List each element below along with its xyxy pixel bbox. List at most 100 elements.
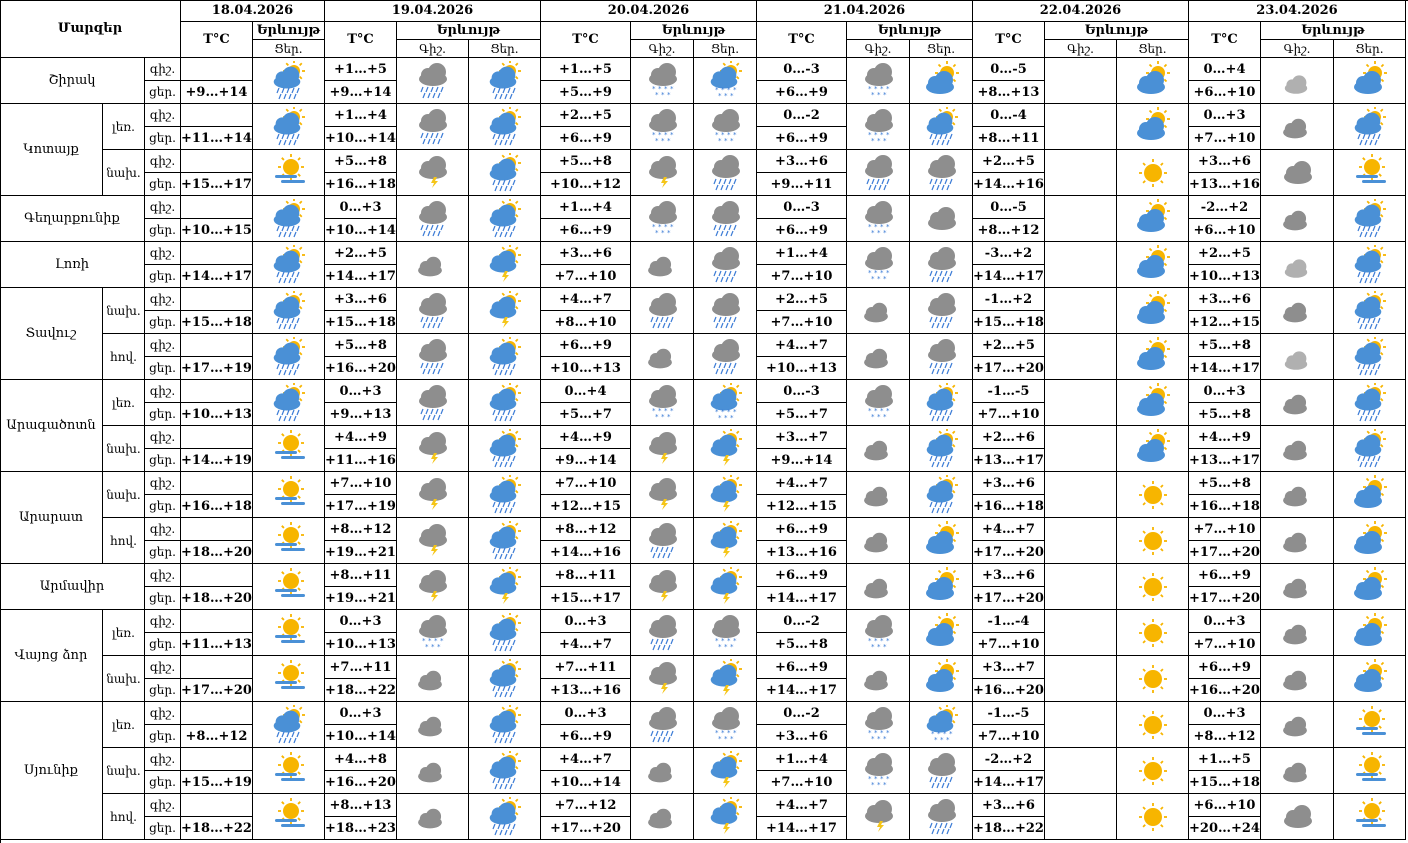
sun-cloud-rain-icon — [469, 58, 541, 104]
sun-cloud-rain-icon — [1334, 196, 1406, 242]
phenomenon-night-cell — [847, 380, 910, 426]
temp-value: +18…+22 — [181, 817, 253, 840]
phenomenon-day-cell — [1117, 58, 1189, 104]
cloud-snow-icon: * * * * * * * — [631, 380, 694, 426]
phenomenon-night-cell — [631, 426, 694, 472]
temp-value: +10…+13 — [325, 633, 397, 656]
temp-value: +15…+17 — [181, 173, 253, 196]
night-header: Գիշ. — [631, 40, 694, 58]
temp-value: +7…+11 — [325, 656, 397, 679]
temp-value: +1…+4 — [757, 242, 847, 265]
phenomenon-day-cell — [910, 242, 973, 288]
subregion-name: հով. — [103, 794, 145, 840]
phenomenon-day-cell — [1117, 196, 1189, 242]
temp-value: +4…+7 — [541, 288, 631, 311]
svg-text:*: * — [868, 269, 872, 277]
temp-value — [181, 426, 253, 449]
svg-text:*: * — [874, 637, 878, 645]
moon-icon — [1045, 610, 1117, 656]
phenomenon-day-cell — [469, 518, 541, 564]
region-name: Վայոց ձոր — [0, 610, 103, 702]
region-name: Սյունիք — [0, 702, 103, 840]
sun-cloud-rain-icon — [469, 380, 541, 426]
phenomenon-night-cell — [397, 702, 469, 748]
temp-value: +6…+9 — [757, 518, 847, 541]
svg-text:*: * — [874, 131, 878, 139]
svg-text:*: * — [721, 637, 725, 645]
temp-value: +6…+9 — [757, 127, 847, 150]
phenomenon-day-cell — [910, 380, 973, 426]
period-label: ցեր. — [145, 173, 181, 196]
phenomenon-night-cell — [1261, 702, 1334, 748]
temp-value: -1…-5 — [973, 702, 1045, 725]
region-name: Շիրակ — [0, 58, 145, 104]
cloud-rain-icon — [397, 58, 469, 104]
phenomenon-day-cell — [253, 656, 325, 702]
temp-value: +4…+9 — [325, 426, 397, 449]
svg-text:*: * — [721, 408, 725, 416]
sun-cloud-rain-icon — [469, 472, 541, 518]
temp-value — [181, 104, 253, 127]
temp-value: +8…+12 — [181, 725, 253, 748]
cloud-snow-icon: * * * * * * * — [847, 104, 910, 150]
temp-value: +3…+6 — [1189, 288, 1261, 311]
sun-cloud-icon — [910, 656, 973, 702]
sun-cloud-icon — [1117, 242, 1189, 288]
temp-value: +7…+10 — [1189, 127, 1261, 150]
moon-icon — [1045, 748, 1117, 794]
temp-value: +10…+15 — [181, 219, 253, 242]
svg-text:*: * — [877, 781, 881, 789]
cloud-rain-icon — [847, 150, 910, 196]
temp-value: +4…+7 — [541, 633, 631, 656]
moon-cloud-icon — [847, 656, 910, 702]
subregion-name: նախ. — [103, 426, 145, 472]
svg-text:*: * — [886, 269, 890, 277]
temp-value: +5…+7 — [757, 403, 847, 426]
moon-cloud-icon — [397, 242, 469, 288]
temp-value: +8…+11 — [973, 127, 1045, 150]
temp-value: +10…+14 — [325, 127, 397, 150]
moon-cloud-icon — [1261, 380, 1334, 426]
phenomenon-night-cell — [1045, 518, 1117, 564]
period-label: գիշ. — [145, 610, 181, 633]
sun-cloud-rain-icon — [469, 656, 541, 702]
temp-value: +4…+9 — [1189, 426, 1261, 449]
phenomenon-night-cell — [1045, 748, 1117, 794]
sun-cloud-storm-icon — [694, 564, 757, 610]
phenomenon-night-cell — [631, 610, 694, 656]
svg-text:*: * — [715, 637, 719, 645]
temp-value: +4…+9 — [541, 426, 631, 449]
phenomenon-day-cell — [1117, 242, 1189, 288]
period-label: ցեր. — [145, 219, 181, 242]
svg-text:*: * — [733, 637, 737, 645]
temp-value: +6…+10 — [1189, 794, 1261, 817]
phenomenon-header: Երևույթ — [847, 22, 973, 40]
phenomenon-night-cell — [847, 196, 910, 242]
temp-value: +1…+4 — [757, 748, 847, 771]
svg-text:*: * — [871, 413, 875, 421]
temp-value: +17…+20 — [973, 587, 1045, 610]
svg-text:*: * — [664, 131, 668, 139]
svg-text:*: * — [727, 637, 731, 645]
period-label: գիշ. — [145, 426, 181, 449]
moon-cloud-icon — [1261, 288, 1334, 334]
svg-text:*: * — [868, 223, 872, 231]
cloud-storm-icon — [397, 150, 469, 196]
phenomenon-day-cell — [1334, 656, 1406, 702]
sun-cloud-rain-icon — [253, 104, 325, 150]
temp-value — [181, 334, 253, 357]
moon-cloud-gray-icon — [1261, 58, 1334, 104]
period-label: գիշ. — [145, 380, 181, 403]
moon-cloud-icon — [1261, 426, 1334, 472]
date-header: 23.04.2026 — [1189, 0, 1406, 22]
phenomenon-day-cell — [1117, 380, 1189, 426]
subregion-name: նախ. — [103, 472, 145, 518]
temp-value: +5…+9 — [541, 81, 631, 104]
temp-value: +12…+15 — [541, 495, 631, 518]
phenomenon-day-cell — [253, 426, 325, 472]
temp-value: +10…+14 — [325, 219, 397, 242]
temp-value: -1…-4 — [973, 610, 1045, 633]
sun-cloud-rain-icon — [253, 242, 325, 288]
svg-text:*: * — [715, 729, 719, 737]
temp-value: +1…+4 — [325, 104, 397, 127]
